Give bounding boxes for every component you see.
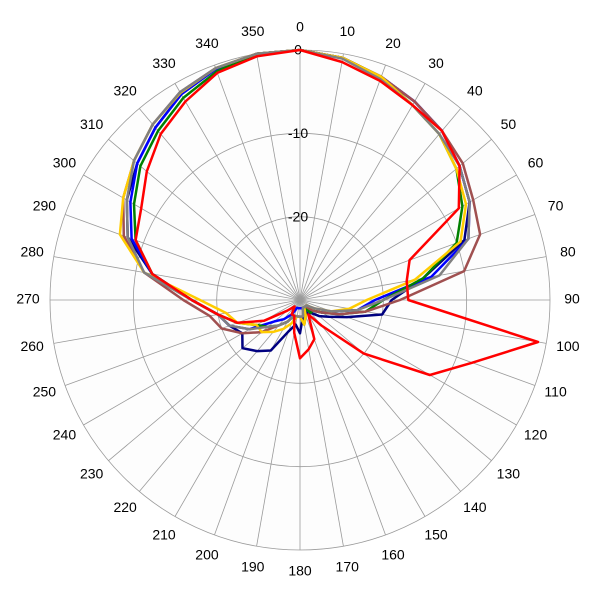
angle-tick-label: 70 xyxy=(548,198,564,214)
angle-tick-label: 350 xyxy=(241,23,265,39)
angle-tick-label: 30 xyxy=(428,55,444,71)
grid-spoke xyxy=(299,83,426,301)
angle-tick-label: 270 xyxy=(16,291,40,307)
radial-tick-label: -10 xyxy=(288,125,308,141)
angle-tick-label: 310 xyxy=(80,116,104,132)
grid-spoke xyxy=(214,299,301,536)
angle-tick-label: 110 xyxy=(544,384,567,400)
angle-tick-label: 200 xyxy=(195,546,219,562)
angle-tick-label: 210 xyxy=(152,526,176,542)
grid-spoke xyxy=(53,256,301,301)
grid-spoke xyxy=(299,299,517,426)
angle-tick-label: 50 xyxy=(501,116,517,132)
angle-tick-label: 160 xyxy=(381,546,405,562)
angle-tick-label: 300 xyxy=(53,155,77,171)
angle-tick-label: 330 xyxy=(152,55,176,71)
angle-tick-label: 120 xyxy=(524,427,548,443)
pattern-trace xyxy=(134,48,540,377)
angle-tick-label: 80 xyxy=(560,243,576,259)
angle-tick-label: 100 xyxy=(556,338,580,354)
grid-spoke xyxy=(256,53,301,301)
angle-tick-label: 40 xyxy=(467,82,483,98)
angle-tick-label: 240 xyxy=(53,427,77,443)
grid-spoke xyxy=(299,299,547,344)
grid-spoke xyxy=(299,174,517,301)
grid-spoke xyxy=(256,299,301,547)
angle-tick-label: 150 xyxy=(424,526,448,542)
grid-spoke xyxy=(64,299,301,386)
angle-tick-label: 340 xyxy=(195,35,219,51)
angle-tick-label: 180 xyxy=(288,563,312,579)
grid-spoke xyxy=(299,64,386,301)
angle-tick-label: 280 xyxy=(20,243,44,259)
grid-spoke xyxy=(299,299,492,462)
grid-spoke xyxy=(83,174,301,301)
grid-spoke xyxy=(138,108,301,301)
angle-tick-label: 60 xyxy=(528,155,544,171)
grid-spoke xyxy=(64,214,301,301)
angle-tick-label: 0 xyxy=(296,19,304,35)
angle-tick-label: 90 xyxy=(564,291,580,307)
angle-tick-label: 10 xyxy=(339,23,355,39)
grid-spoke xyxy=(53,299,301,344)
grid-spoke xyxy=(299,299,462,492)
angle-tick-label: 250 xyxy=(33,384,57,400)
angle-tick-label: 320 xyxy=(113,82,137,98)
grid-spoke xyxy=(299,214,536,301)
grid-spoke xyxy=(174,83,301,301)
grid-spoke xyxy=(174,299,301,517)
angle-tick-label: 290 xyxy=(33,198,57,214)
angle-tick-label: 230 xyxy=(80,466,104,482)
grid-spoke xyxy=(214,64,301,301)
pattern-trace xyxy=(125,48,471,331)
angle-tick-label: 140 xyxy=(463,499,487,515)
grid-spoke xyxy=(299,299,426,517)
grid-spoke xyxy=(299,53,344,301)
grid-spoke xyxy=(299,108,462,301)
angle-tick-label: 20 xyxy=(385,35,401,51)
angle-tick-label: 220 xyxy=(113,499,137,515)
angle-tick-label: 130 xyxy=(497,466,521,482)
angle-tick-label: 260 xyxy=(20,338,44,354)
grid-spoke xyxy=(299,299,344,547)
angle-tick-label: 190 xyxy=(241,559,265,575)
radial-tick-label: -20 xyxy=(288,208,308,224)
angle-tick-label: 170 xyxy=(336,559,360,575)
